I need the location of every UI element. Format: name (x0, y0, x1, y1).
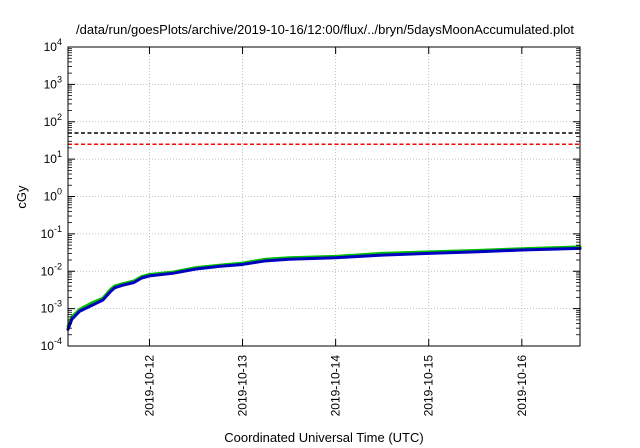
x-tick-label: 2019-10-15 (422, 355, 436, 417)
y-tick-label: 103 (44, 74, 62, 91)
series-lines (66, 245, 582, 331)
y-axis-label: cGy (14, 185, 29, 209)
x-tick-label: 2019-10-13 (236, 355, 250, 417)
threshold-lines (68, 132, 580, 146)
y-tick-label: 101 (44, 149, 62, 166)
y-tick-label: 10-2 (41, 261, 62, 278)
y-tick-label: 10-3 (41, 299, 62, 316)
grid (68, 47, 580, 346)
x-tick-label: 2019-10-14 (329, 355, 343, 417)
chart-title: /data/run/goesPlots/archive/2019-10-16/1… (76, 22, 574, 37)
y-axis-ticks: 104 103 102 101 100 10-1 10-2 10-3 10-4 (41, 37, 580, 353)
y-tick-label: 10-1 (41, 224, 62, 241)
series-line (66, 246, 582, 331)
y-tick-label: 104 (44, 37, 62, 54)
x-axis-ticks: 2019-10-12 2019-10-13 2019-10-14 2019-10-15… (142, 47, 529, 417)
x-axis-label: Coordinated Universal Time (UTC) (224, 430, 423, 445)
y-tick-label: 102 (44, 112, 62, 129)
x-tick-label: 2019-10-16 (515, 355, 529, 417)
x-tick-label: 2019-10-12 (142, 355, 156, 417)
y-tick-label: 10-4 (41, 336, 62, 353)
y-tick-label: 100 (44, 187, 62, 204)
